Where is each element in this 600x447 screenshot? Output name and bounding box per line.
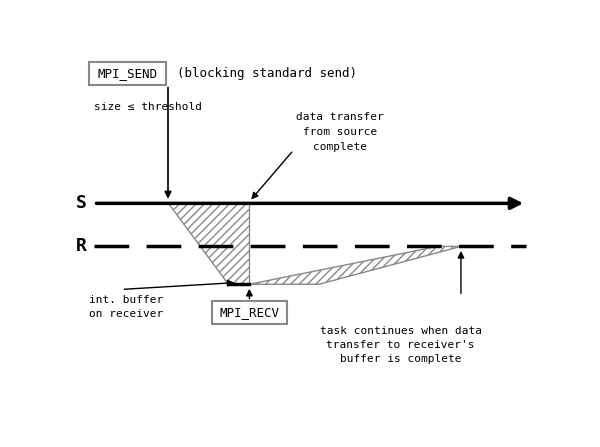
Text: S: S	[76, 194, 86, 212]
Bar	[89, 62, 166, 84]
Text: MPI_SEND: MPI_SEND	[97, 67, 157, 80]
Text: MPI_RECV: MPI_RECV	[220, 306, 280, 319]
Text: size ≤ threshold: size ≤ threshold	[94, 102, 202, 112]
Bar	[212, 301, 287, 324]
Text: task continues when data
transfer to receiver's
buffer is complete: task continues when data transfer to rec…	[320, 325, 482, 363]
Text: data transfer
from source
complete: data transfer from source complete	[296, 112, 384, 152]
Polygon shape	[250, 246, 461, 284]
Polygon shape	[168, 203, 250, 284]
Text: int. buffer
on receiver: int. buffer on receiver	[89, 295, 163, 319]
Text: R: R	[76, 237, 86, 255]
Text: (blocking standard send): (blocking standard send)	[178, 67, 358, 80]
